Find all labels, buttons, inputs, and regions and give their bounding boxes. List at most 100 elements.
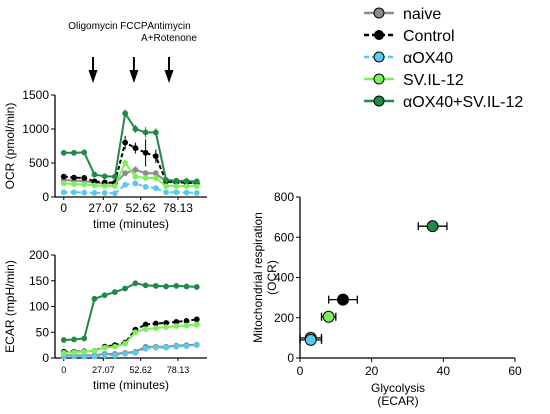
energy-x-tick-label: 20	[365, 364, 379, 378]
ocr-data-point	[193, 178, 200, 185]
ocr-data-point	[71, 174, 77, 181]
ocr-data-point	[152, 129, 159, 136]
ecar-data-point	[142, 345, 149, 352]
ecar-y-tick-label: 150	[29, 274, 49, 288]
energy-y-tick-label: 600	[274, 230, 294, 244]
ocr-data-point	[60, 180, 67, 187]
ecar-data-point	[81, 348, 88, 355]
injection-arrow-head	[88, 70, 98, 83]
energy-data-point	[337, 293, 349, 306]
energy-x-axis-label: (ECAR)	[377, 394, 418, 408]
ecar-data-point	[60, 337, 67, 343]
ecar-data-point	[91, 295, 98, 302]
ocr-data-point	[112, 173, 118, 180]
ecar-x-axis-label: time (minutes)	[93, 378, 169, 392]
ecar-data-point	[71, 336, 77, 343]
injection-marker: Oligomycin	[68, 21, 118, 83]
energy-x-tick-label: 40	[437, 364, 451, 378]
ocr-data-point	[122, 110, 129, 117]
ecar-data-point	[193, 342, 200, 349]
legend-marker	[373, 51, 385, 63]
ecar-data-point	[152, 282, 159, 289]
ecar-data-point	[101, 352, 108, 359]
ecar-data-point	[173, 323, 180, 329]
ocr-y-tick-label: 0	[42, 190, 49, 204]
energy-y-axis-label: (OCR)	[265, 260, 279, 295]
ecar-y-tick-label: 50	[36, 325, 50, 339]
ecar-data-point	[112, 289, 118, 295]
ecar-data-point	[152, 344, 159, 351]
injection-label: A+Rotenone	[141, 33, 197, 44]
ecar-data-point	[122, 285, 129, 292]
legend: naive Control αOX40 SV.IL-12 αOX40+SV.IL-12	[364, 6, 523, 111]
ocr-data-point	[60, 149, 67, 156]
ocr-y-axis-label: OCR (pmol/min)	[3, 103, 17, 190]
injection-arrow-head	[164, 70, 174, 83]
ecar-data-point	[122, 350, 129, 357]
ocr-data-point	[163, 189, 169, 196]
energy-y-tick-label: 800	[274, 190, 294, 204]
ocr-data-point	[112, 183, 118, 190]
ecar-data-point	[193, 316, 200, 323]
ocr-data-point	[173, 183, 180, 190]
ocr-data-point	[81, 189, 88, 196]
ocr-panel: 0 500 1000 1500 0 27.07 52.62 78.13 time (minute…	[3, 88, 207, 231]
ecar-data-point	[132, 280, 139, 287]
ecar-data-point	[101, 292, 108, 299]
ocr-data-point	[132, 126, 139, 132]
ocr-series	[60, 159, 200, 190]
ocr-data-point	[142, 183, 149, 190]
ecar-data-point	[60, 349, 67, 356]
legend-item: naive	[364, 6, 441, 23]
ocr-data-point	[91, 190, 98, 196]
ocr-data-point	[60, 173, 67, 180]
ecar-data-point	[163, 283, 169, 290]
ocr-data-point	[60, 189, 67, 196]
ecar-data-point	[142, 282, 149, 289]
ocr-data-point	[183, 178, 190, 184]
ocr-data-point	[142, 170, 149, 177]
energy-data-point	[304, 333, 317, 346]
ocr-data-point	[112, 190, 118, 197]
energy-y-tick-label: 400	[274, 271, 294, 285]
ecar-data-point	[91, 347, 98, 354]
injection-label: Antimycin	[147, 21, 190, 32]
ocr-data-point	[152, 185, 159, 192]
ecar-series	[60, 321, 200, 356]
injection-label: FCCP	[120, 21, 148, 32]
ecar-data-point	[173, 343, 180, 350]
legend-label: Control	[403, 28, 455, 45]
injection-marker: FCCP	[120, 21, 148, 83]
legend-label: SV.IL-12	[403, 72, 464, 89]
ocr-x-axis-label: time (minutes)	[93, 217, 169, 231]
legend-marker	[373, 7, 385, 19]
ocr-data-point	[71, 189, 77, 196]
ecar-data-point	[132, 349, 139, 356]
ecar-data-point	[112, 343, 118, 350]
ecar-data-point	[183, 322, 190, 329]
ecar-data-point	[173, 282, 180, 289]
ocr-data-point	[91, 171, 98, 178]
ocr-y-tick-label: 500	[29, 156, 49, 170]
ocr-data-point	[173, 189, 180, 196]
ocr-data-point	[193, 183, 200, 190]
ocr-data-point	[101, 183, 108, 190]
ecar-data-point	[183, 283, 190, 290]
legend-item: αOX40	[364, 50, 453, 67]
energy-point	[417, 220, 448, 233]
injection-arrow-head	[129, 70, 139, 83]
energy-point	[320, 310, 337, 323]
ocr-data-point	[132, 173, 139, 180]
energy-data-point	[426, 220, 439, 233]
ocr-data-point	[101, 190, 108, 196]
energy-y-tick-label: 200	[274, 311, 294, 325]
legend-label: αOX40	[403, 50, 453, 67]
legend-item: SV.IL-12	[364, 72, 464, 89]
ecar-data-point	[122, 340, 129, 347]
ecar-y-tick-label: 0	[42, 351, 49, 365]
ocr-data-point	[122, 170, 129, 177]
ocr-data-point	[81, 149, 88, 156]
legend-label: αOX40+SV.IL-12	[403, 94, 523, 111]
ecar-data-point	[152, 325, 159, 332]
